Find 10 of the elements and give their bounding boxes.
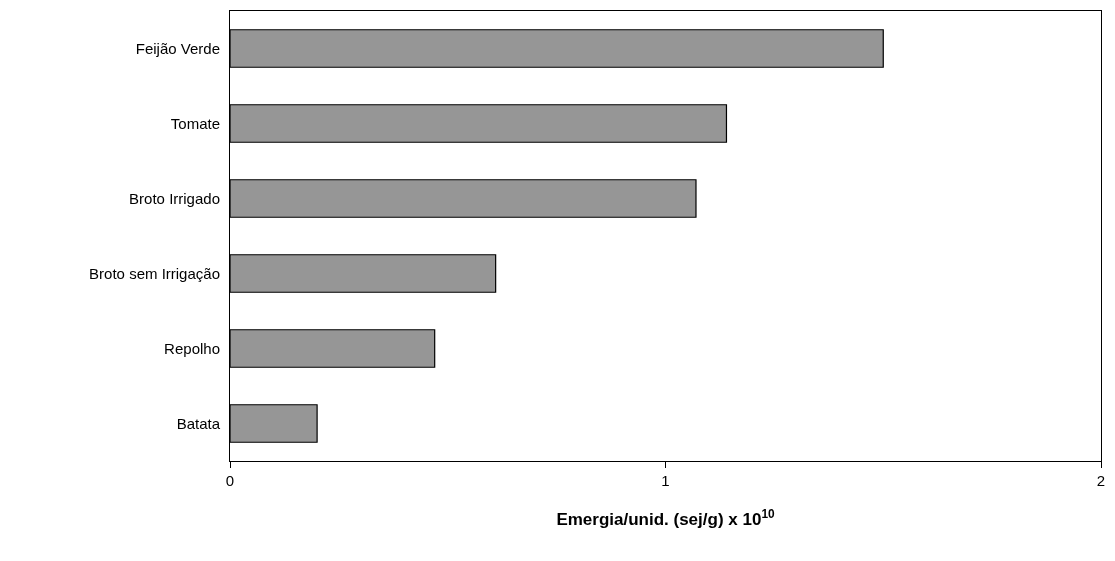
x-tick-label: 2 (1096, 472, 1106, 489)
y-tick-label: Tomate (170, 114, 220, 132)
y-tick-label: Feijão Verde (135, 39, 220, 57)
x-tick-label: 0 (225, 472, 235, 489)
y-tick-label: Batata (176, 414, 221, 432)
y-tick-label: Broto sem Irrigação (89, 264, 220, 282)
y-tick-label: Repolho (164, 339, 220, 357)
x-tick-label: 1 (661, 472, 670, 489)
y-tick-label: Broto Irrigado (129, 189, 220, 207)
x-axis-title: Emergia/unid. (sej/g) x 10$^{10}$ (556, 507, 775, 530)
